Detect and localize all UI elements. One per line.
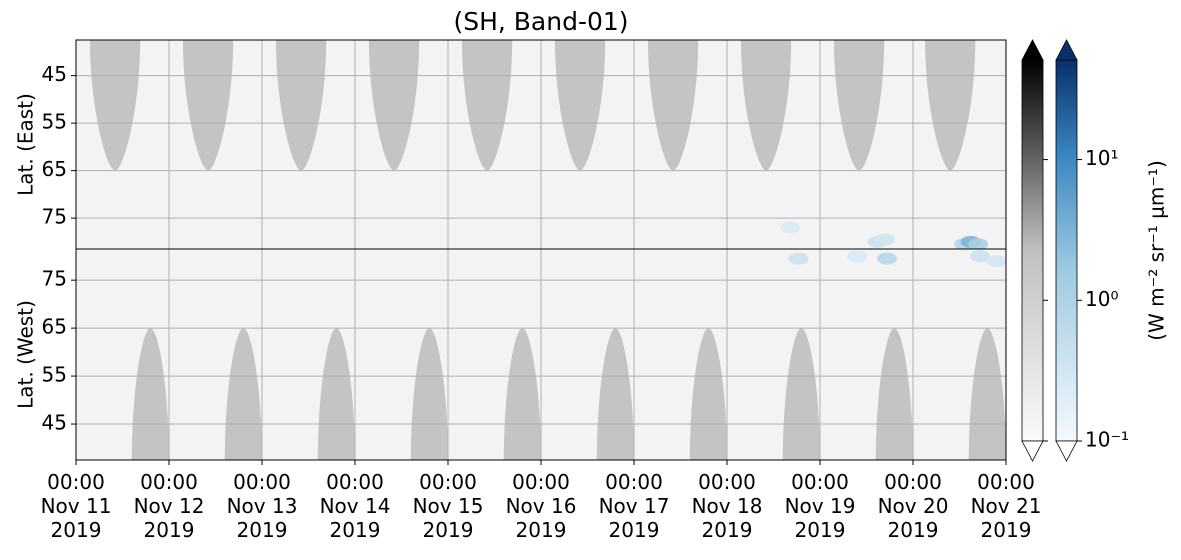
masked-lobe [833,40,885,171]
radiance-cell [847,250,868,263]
radiance-cell [876,252,897,265]
colorbar-extend-min [1055,440,1078,462]
masked-lobe [968,328,1006,460]
masked-lobe [410,328,448,460]
masked-lobe [554,40,606,171]
x-tick-label: 00:00 Nov 20 2019 [878,470,949,542]
radiance-cell [780,221,801,234]
colorbar-label: (W m⁻² sr⁻¹ μm⁻¹) [1145,160,1169,341]
y-tick-label: 65 [42,315,67,339]
masked-lobe [317,328,355,460]
masked-lobe [89,40,141,171]
y-tick-label: 45 [42,411,67,435]
chart-title: (SH, Band-01) [453,7,628,36]
colorbar-tick-label: 10⁰ [1085,287,1118,311]
y-tick-label: 75 [42,267,67,291]
y-tick-label: 55 [42,363,67,387]
y-tick-label: 65 [42,157,67,181]
radiance-cell [875,233,896,246]
x-tick-label: 00:00 Nov 14 2019 [320,470,391,542]
colorbar-extend-max [1021,39,1044,61]
radiance-cell [968,238,989,251]
x-tick-label: 00:00 Nov 12 2019 [134,470,205,542]
masked-lobe [224,328,262,460]
colorbar [1021,59,1044,442]
colorbar-extend-max [1055,39,1078,61]
masked-lobe [131,328,169,460]
masked-lobe [461,40,513,171]
masked-lobe [689,328,727,460]
radiance-cell [969,250,990,263]
y-tick-label: 55 [42,110,67,134]
colorbar-extend-min [1021,440,1044,462]
colorbar [1055,59,1078,442]
masked-lobe [182,40,234,171]
masked-lobe [925,40,976,171]
x-tick-label: 00:00 Nov 18 2019 [692,470,763,542]
masked-lobe [740,40,792,171]
masked-lobe [782,328,820,460]
x-tick-label: 00:00 Nov 17 2019 [599,470,670,542]
y-tick-label: 75 [42,205,67,229]
masked-lobe [275,40,327,171]
x-tick-label: 00:00 Nov 21 2019 [971,470,1042,542]
masked-lobe [503,328,541,460]
masked-lobe [647,40,699,171]
y-axis-label: Lat. (West) [14,300,38,409]
x-tick-label: 00:00 Nov 16 2019 [506,470,577,542]
x-tick-label: 00:00 Nov 19 2019 [785,470,856,542]
radiance-cell [986,254,1007,267]
colorbar-tick-label: 10¹ [1085,146,1118,170]
x-tick-label: 00:00 Nov 15 2019 [413,470,484,542]
colorbar-tick-label: 10⁻¹ [1085,428,1129,452]
masked-lobe [596,328,634,460]
x-tick-label: 00:00 Nov 11 2019 [41,470,112,542]
radiance-cell [788,252,809,265]
masked-lobe [875,328,913,460]
masked-lobe [368,40,420,171]
y-tick-label: 45 [42,62,67,86]
x-tick-label: 00:00 Nov 13 2019 [227,470,298,542]
y-axis-label: Lat. (East) [14,93,38,196]
